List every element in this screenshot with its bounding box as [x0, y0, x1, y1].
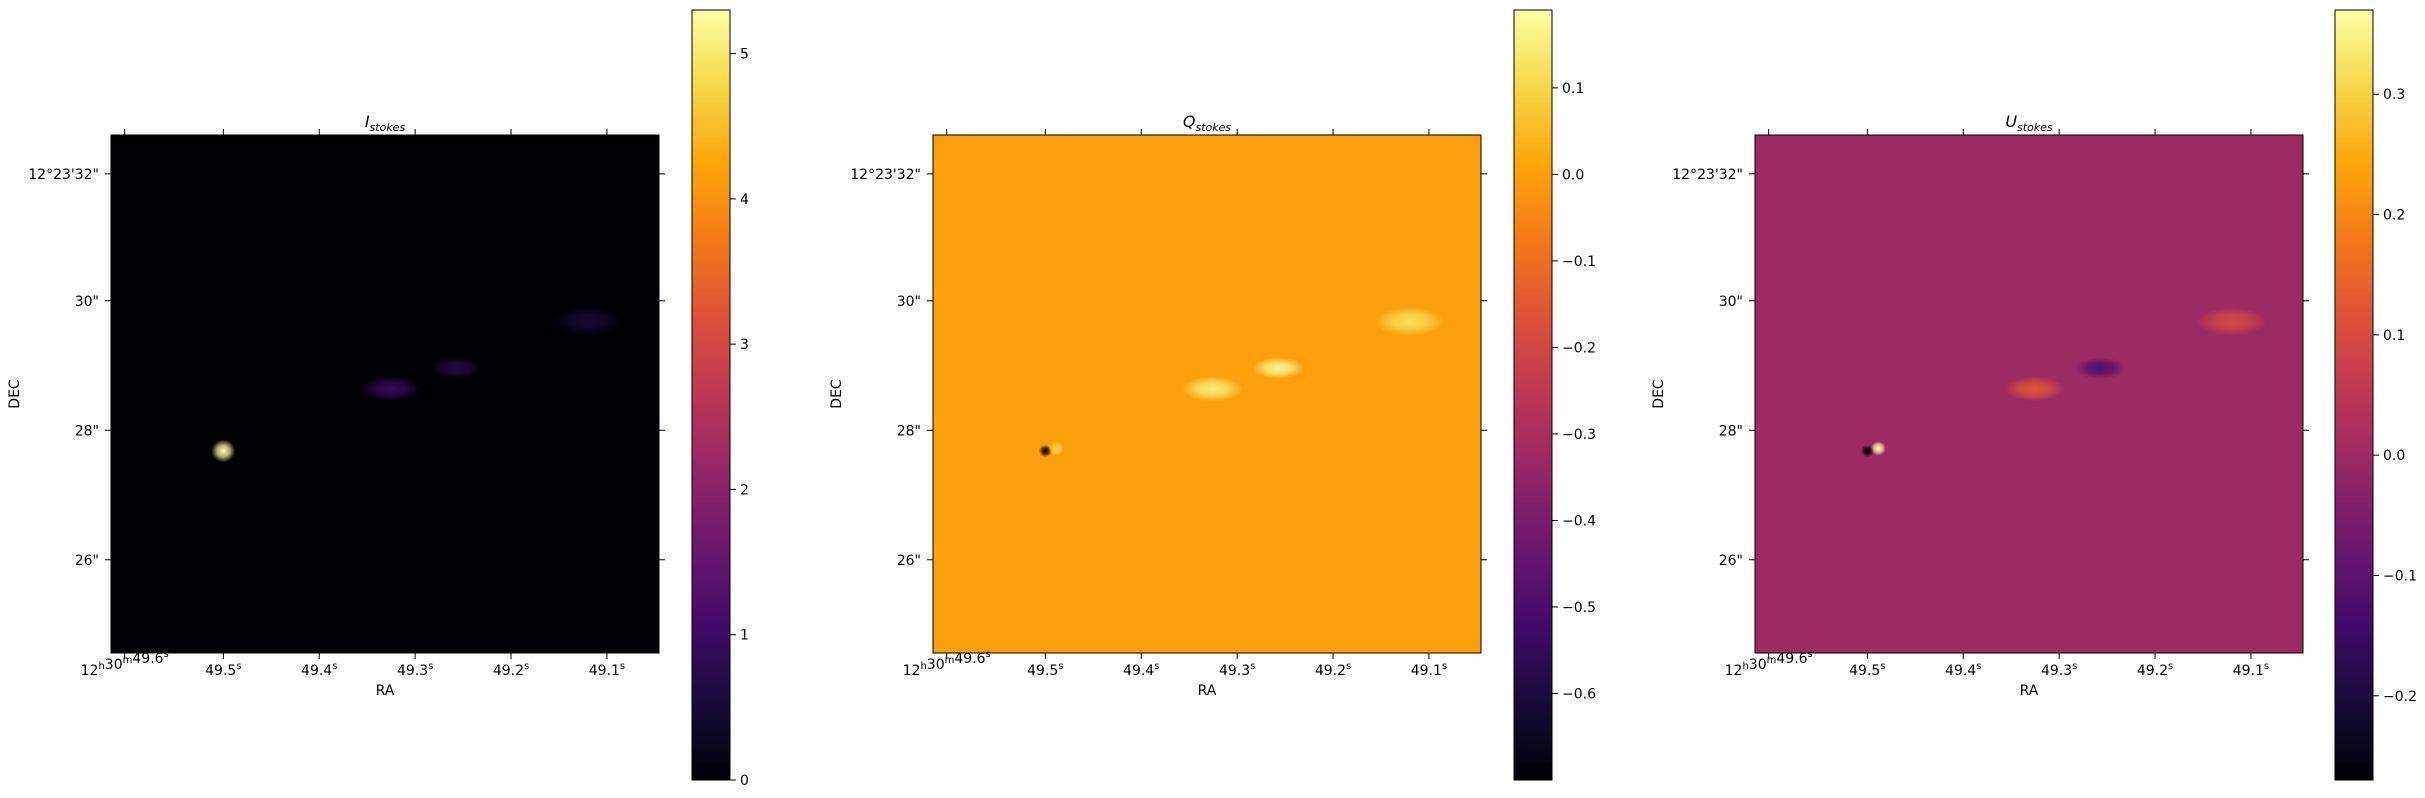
colorbar-tick-label: −0.1 — [2383, 568, 2417, 584]
colorbar-tick-label: 5 — [740, 47, 749, 63]
feature-jet-knot-2 — [429, 357, 483, 379]
y-axis-label: DEC — [1651, 379, 1667, 409]
colorbar-gradient — [1514, 10, 1552, 780]
x-tick-label: 49.3s — [397, 661, 433, 679]
x-tick-label: 49.1s — [589, 661, 625, 679]
feature-core-positive — [1870, 441, 1886, 456]
colorbar-frame — [691, 9, 731, 781]
panel-title: Istokes — [365, 112, 406, 134]
colorbar-tick-label: 0.0 — [2383, 448, 2405, 464]
colorbar-tick-label: 2 — [740, 482, 749, 498]
y-tick-label: 30" — [75, 294, 99, 310]
colorbar-gradient — [692, 10, 730, 780]
panel-title: Ustokes — [2005, 112, 2053, 134]
colorbar-tick-label: 0.3 — [2383, 87, 2405, 103]
colorbar: 0.1 0.0 −0.1 −0.2 −0.3 −0.4 −0.5 −0.6 — [1513, 9, 1596, 781]
x-tick-label: 49.4s — [1123, 661, 1159, 679]
x-axis-label: RA — [376, 683, 395, 699]
y-tick-label: 26" — [897, 553, 921, 569]
x-tick-label: 49.5s — [1849, 661, 1885, 679]
y-tick-label: 12°23'32" — [1672, 167, 1743, 183]
feature-jet-knot-3 — [552, 306, 623, 336]
colorbar-tick-label: −0.5 — [1562, 600, 1596, 616]
x-axis-label: RA — [2020, 683, 2039, 699]
feature-jet-knot-2 — [2073, 357, 2127, 379]
y-axis-label: DEC — [829, 379, 845, 409]
colorbar-tick-label: −0.1 — [1562, 254, 1596, 270]
y-tick-label: 12°23'32" — [850, 167, 921, 183]
colorbar-tick-label: 0 — [740, 773, 749, 789]
feature-jet-knot-3 — [2196, 306, 2267, 336]
panel-title: Qstokes — [1183, 112, 1232, 134]
x-tick-label: 12h30m49.6s — [1725, 649, 1813, 679]
colorbar-tick-label: 4 — [740, 192, 749, 208]
colorbar-frame — [2334, 9, 2374, 781]
colorbar-tick-label: −0.3 — [1562, 427, 1596, 443]
panel-q: 12h30m49.6s 49.5s 49.4s 49.3s 49.2s 49.1s 12°2… — [829, 9, 1596, 781]
colorbar-frame — [1513, 9, 1553, 781]
x-tick-label: 49.3s — [1219, 661, 1255, 679]
colorbar: 0 1 2 3 4 5 — [691, 9, 749, 789]
axes-frame — [110, 134, 660, 654]
x-tick-label: 49.4s — [1945, 661, 1981, 679]
feature-jet-knot-1 — [2003, 376, 2066, 402]
colorbar-tick-label: 0.0 — [1562, 167, 1584, 183]
y-tick-label: 12°23'32" — [28, 167, 99, 183]
x-tick-label: 49.1s — [1411, 661, 1447, 679]
x-tick-label: 49.2s — [2137, 661, 2173, 679]
y-tick-label: 28" — [1719, 423, 1743, 439]
colorbar-tick-label: 0.1 — [1562, 81, 1584, 97]
feature-core — [211, 439, 236, 463]
colorbar-tick-label: −0.4 — [1562, 513, 1596, 529]
y-tick-label: 26" — [1719, 553, 1743, 569]
y-tick-label: 28" — [897, 423, 921, 439]
feature-jet-knot-3 — [1374, 306, 1445, 336]
x-tick-label: 49.5s — [1027, 661, 1063, 679]
x-tick-label: 49.2s — [493, 661, 529, 679]
colorbar-tick-label: 0.2 — [2383, 208, 2405, 224]
axes-frame — [1754, 134, 2304, 654]
y-tick-label: 28" — [75, 423, 99, 439]
colorbar-tick-label: 0.1 — [2383, 328, 2405, 344]
y-axis-label: DEC — [7, 379, 23, 409]
x-tick-label: 49.2s — [1315, 661, 1351, 679]
feature-jet-knot-2 — [1251, 357, 1305, 379]
y-tick-label: 30" — [897, 294, 921, 310]
x-tick-label: 49.4s — [301, 661, 337, 679]
y-tick-label: 26" — [75, 553, 99, 569]
colorbar-tick-label: 3 — [740, 337, 749, 353]
colorbar-gradient — [2335, 10, 2373, 780]
x-tick-label: 49.3s — [2041, 661, 2077, 679]
x-tick-label: 12h30m49.6s — [903, 649, 991, 679]
x-tick-label: 49.5s — [205, 661, 241, 679]
feature-jet-knot-1 — [1181, 376, 1244, 402]
x-tick-label: 12h30m49.6s — [81, 649, 169, 679]
panel-i: 12h30m49.6s 49.5s 49.4s 49.3s 49.2s 49.1s 12°2… — [7, 9, 749, 789]
colorbar-tick-label: −0.2 — [2383, 689, 2417, 705]
colorbar-tick-label: −0.2 — [1562, 340, 1596, 356]
x-tick-label: 49.1s — [2233, 661, 2269, 679]
colorbar-tick-label: 1 — [740, 628, 749, 644]
colorbar-tick-label: −0.6 — [1562, 686, 1596, 702]
colorbar: 0.3 0.2 0.1 0.0 −0.1 −0.2 — [2334, 9, 2417, 781]
feature-core-negative — [1860, 444, 1874, 458]
x-axis-label: RA — [1198, 683, 1217, 699]
feature-jet-knot-1 — [359, 376, 422, 402]
panel-u: 12h30m49.6s 49.5s 49.4s 49.3s 49.2s 49.1s 12°2… — [1651, 9, 2417, 781]
feature-core-negative — [1038, 444, 1052, 458]
feature-core-positive — [1048, 441, 1064, 456]
y-tick-label: 30" — [1719, 294, 1743, 310]
axes-frame — [932, 134, 1482, 654]
